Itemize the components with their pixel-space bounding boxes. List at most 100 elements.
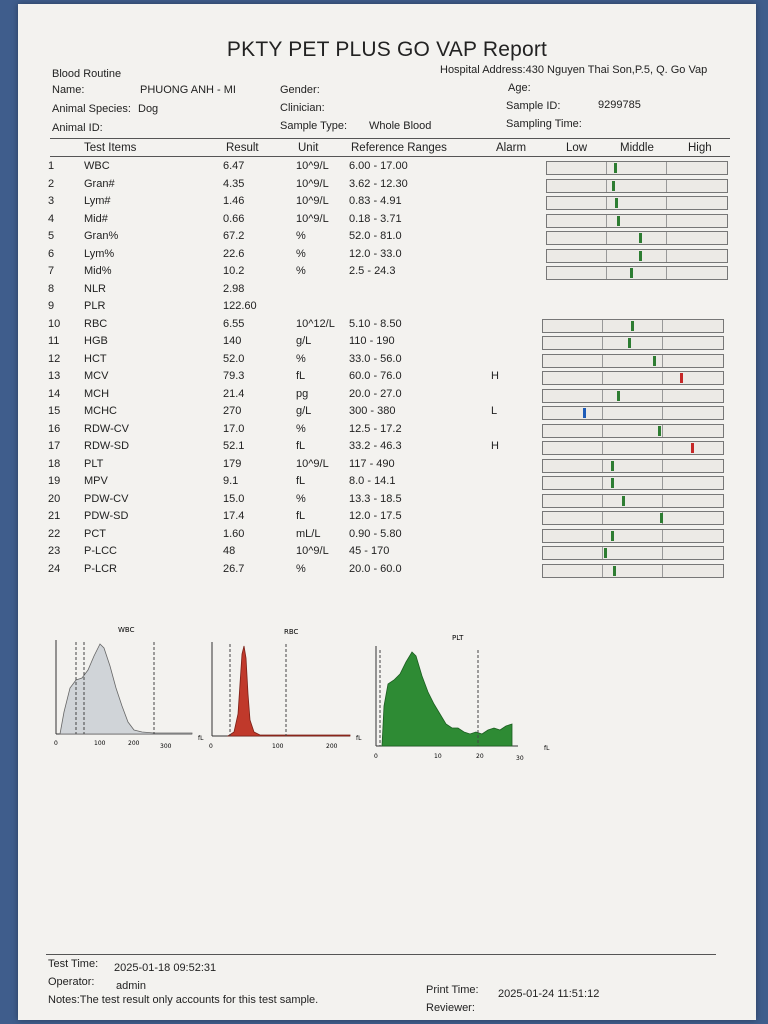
test-unit: pg bbox=[296, 387, 309, 400]
gauge-marker bbox=[615, 198, 619, 208]
test-item-name: PLR bbox=[84, 300, 106, 312]
section-title: Blood Routine bbox=[52, 68, 122, 80]
test-item-name: MCHC bbox=[84, 405, 117, 417]
gauge-divider bbox=[606, 179, 608, 192]
gauge-divider bbox=[665, 267, 667, 279]
print-time-label: Print Time: bbox=[426, 984, 479, 996]
test-result: 6.47 bbox=[223, 160, 245, 172]
operator-value: admin bbox=[116, 980, 146, 992]
test-result: 67.2 bbox=[223, 230, 245, 242]
gauge-divider bbox=[661, 494, 663, 507]
gauge-divider bbox=[661, 442, 663, 454]
test-result: 9.1 bbox=[223, 475, 239, 487]
row-number: 20 bbox=[48, 492, 61, 505]
row-number: 1 bbox=[48, 160, 55, 172]
test-item-name: P-LCR bbox=[84, 562, 118, 575]
gauge-divider bbox=[602, 564, 604, 577]
test-result: 2.98 bbox=[223, 282, 245, 295]
test-unit: 10^9/L bbox=[296, 177, 329, 190]
gauge-divider bbox=[602, 319, 604, 332]
test-item-name: HGB bbox=[84, 335, 108, 347]
test-item-name: RBC bbox=[84, 317, 108, 330]
hospital-address: Hospital Address:430 Nguyen Thai Son,P.5… bbox=[440, 64, 708, 76]
reference-range: 20.0 - 27.0 bbox=[349, 387, 402, 400]
wbc-hist-label: WBC bbox=[118, 626, 135, 634]
table-row: 23 P-LCC 48 10^9/L 45 - 170 bbox=[18, 545, 756, 562]
gauge-divider bbox=[661, 564, 663, 577]
report-paper: PKTY PET PLUS GO VAP Report Blood Routin… bbox=[18, 4, 756, 1020]
table-row: 1 WBC 6.47 10^9/L 6.00 - 17.00 bbox=[18, 160, 756, 177]
reference-range: 12.0 - 17.5 bbox=[349, 510, 402, 522]
row-number: 5 bbox=[48, 230, 55, 242]
wbc-histogram: WBC 0 100 200 300 fL bbox=[54, 626, 204, 750]
test-item-name: Lym# bbox=[84, 195, 111, 207]
table-row: 6 Lym% 22.6% 12.0 - 33.0 bbox=[18, 248, 756, 265]
age-label: Age: bbox=[508, 82, 531, 94]
test-result: 4.35 bbox=[223, 177, 245, 190]
test-item-name: RDW-SD bbox=[84, 440, 130, 452]
operator-label: Operator: bbox=[48, 976, 95, 988]
test-result: 270 bbox=[223, 405, 242, 417]
reference-range: 33.0 - 56.0 bbox=[349, 352, 402, 365]
row-number: 16 bbox=[48, 422, 61, 435]
test-item-name: Gran% bbox=[84, 230, 119, 242]
test-time-label: Test Time: bbox=[48, 958, 99, 970]
plt-histogram: PLT 0 10 20 30 fL bbox=[374, 634, 550, 762]
header-middle: Middle bbox=[620, 142, 654, 154]
range-gauge bbox=[546, 231, 728, 245]
reference-range: 33.2 - 46.3 bbox=[349, 440, 402, 452]
test-unit: % bbox=[296, 562, 306, 575]
rbc-curve bbox=[226, 645, 351, 737]
test-result: 1.46 bbox=[223, 195, 245, 207]
gauge-divider bbox=[665, 162, 667, 174]
reference-range: 13.3 - 18.5 bbox=[349, 492, 402, 505]
test-unit: fL bbox=[296, 440, 306, 452]
test-unit: % bbox=[296, 247, 306, 260]
gauge-divider bbox=[602, 372, 604, 384]
clinician-label: Clinician: bbox=[280, 102, 325, 114]
row-number: 13 bbox=[48, 370, 61, 382]
table-row: 24 P-LCR 26.7% 20.0 - 60.0 bbox=[18, 563, 756, 580]
name-label: Name: bbox=[52, 84, 85, 96]
test-item-name: Lym% bbox=[84, 247, 115, 260]
row-number: 10 bbox=[48, 317, 61, 330]
table-row: 5 Gran% 67.2% 52.0 - 81.0 bbox=[18, 230, 756, 247]
test-item-name: HCT bbox=[84, 352, 107, 365]
test-unit: fL bbox=[296, 475, 306, 487]
row-number: 14 bbox=[48, 387, 61, 400]
test-item-name: Mid# bbox=[84, 212, 108, 225]
reference-range: 110 - 190 bbox=[349, 335, 395, 347]
notes-text: Notes:The test result only accounts for … bbox=[48, 994, 319, 1006]
row-number: 24 bbox=[48, 562, 61, 575]
gauge-marker bbox=[660, 513, 663, 523]
reference-range: 60.0 - 76.0 bbox=[349, 370, 402, 382]
header-alarm: Alarm bbox=[496, 142, 527, 154]
gauge-divider bbox=[661, 354, 663, 367]
gauge-divider bbox=[602, 494, 604, 507]
gauge-divider bbox=[606, 249, 608, 262]
reference-range: 8.0 - 14.1 bbox=[349, 475, 396, 487]
range-gauge bbox=[542, 563, 724, 578]
wbc-curve bbox=[59, 643, 193, 735]
row-number: 2 bbox=[48, 177, 55, 190]
test-result: 10.2 bbox=[223, 265, 245, 277]
gauge-divider bbox=[661, 459, 663, 472]
gauge-marker bbox=[611, 180, 615, 191]
row-number: 8 bbox=[48, 282, 55, 295]
gauge-divider bbox=[661, 337, 663, 349]
range-gauge bbox=[546, 161, 728, 175]
gauge-divider bbox=[665, 232, 667, 244]
row-number: 19 bbox=[48, 475, 61, 487]
wbc-unit: fL bbox=[198, 735, 204, 742]
plt-unit: fL bbox=[544, 745, 550, 752]
test-item-name: PCT bbox=[84, 527, 106, 540]
plt-tick-20: 20 bbox=[476, 753, 484, 760]
row-number: 12 bbox=[48, 352, 61, 365]
header-result: Result bbox=[226, 142, 259, 154]
range-gauge bbox=[542, 406, 724, 420]
test-item-name: PDW-SD bbox=[84, 510, 129, 522]
table-row: 2 Gran# 4.35 10^9/L 3.62 - 12.30 bbox=[18, 178, 756, 195]
table-row: 19 MPV 9.1 fL 8.0 - 14.1 bbox=[18, 475, 756, 492]
plt-tick-30: 30 bbox=[516, 755, 524, 762]
gauge-marker bbox=[679, 373, 683, 383]
